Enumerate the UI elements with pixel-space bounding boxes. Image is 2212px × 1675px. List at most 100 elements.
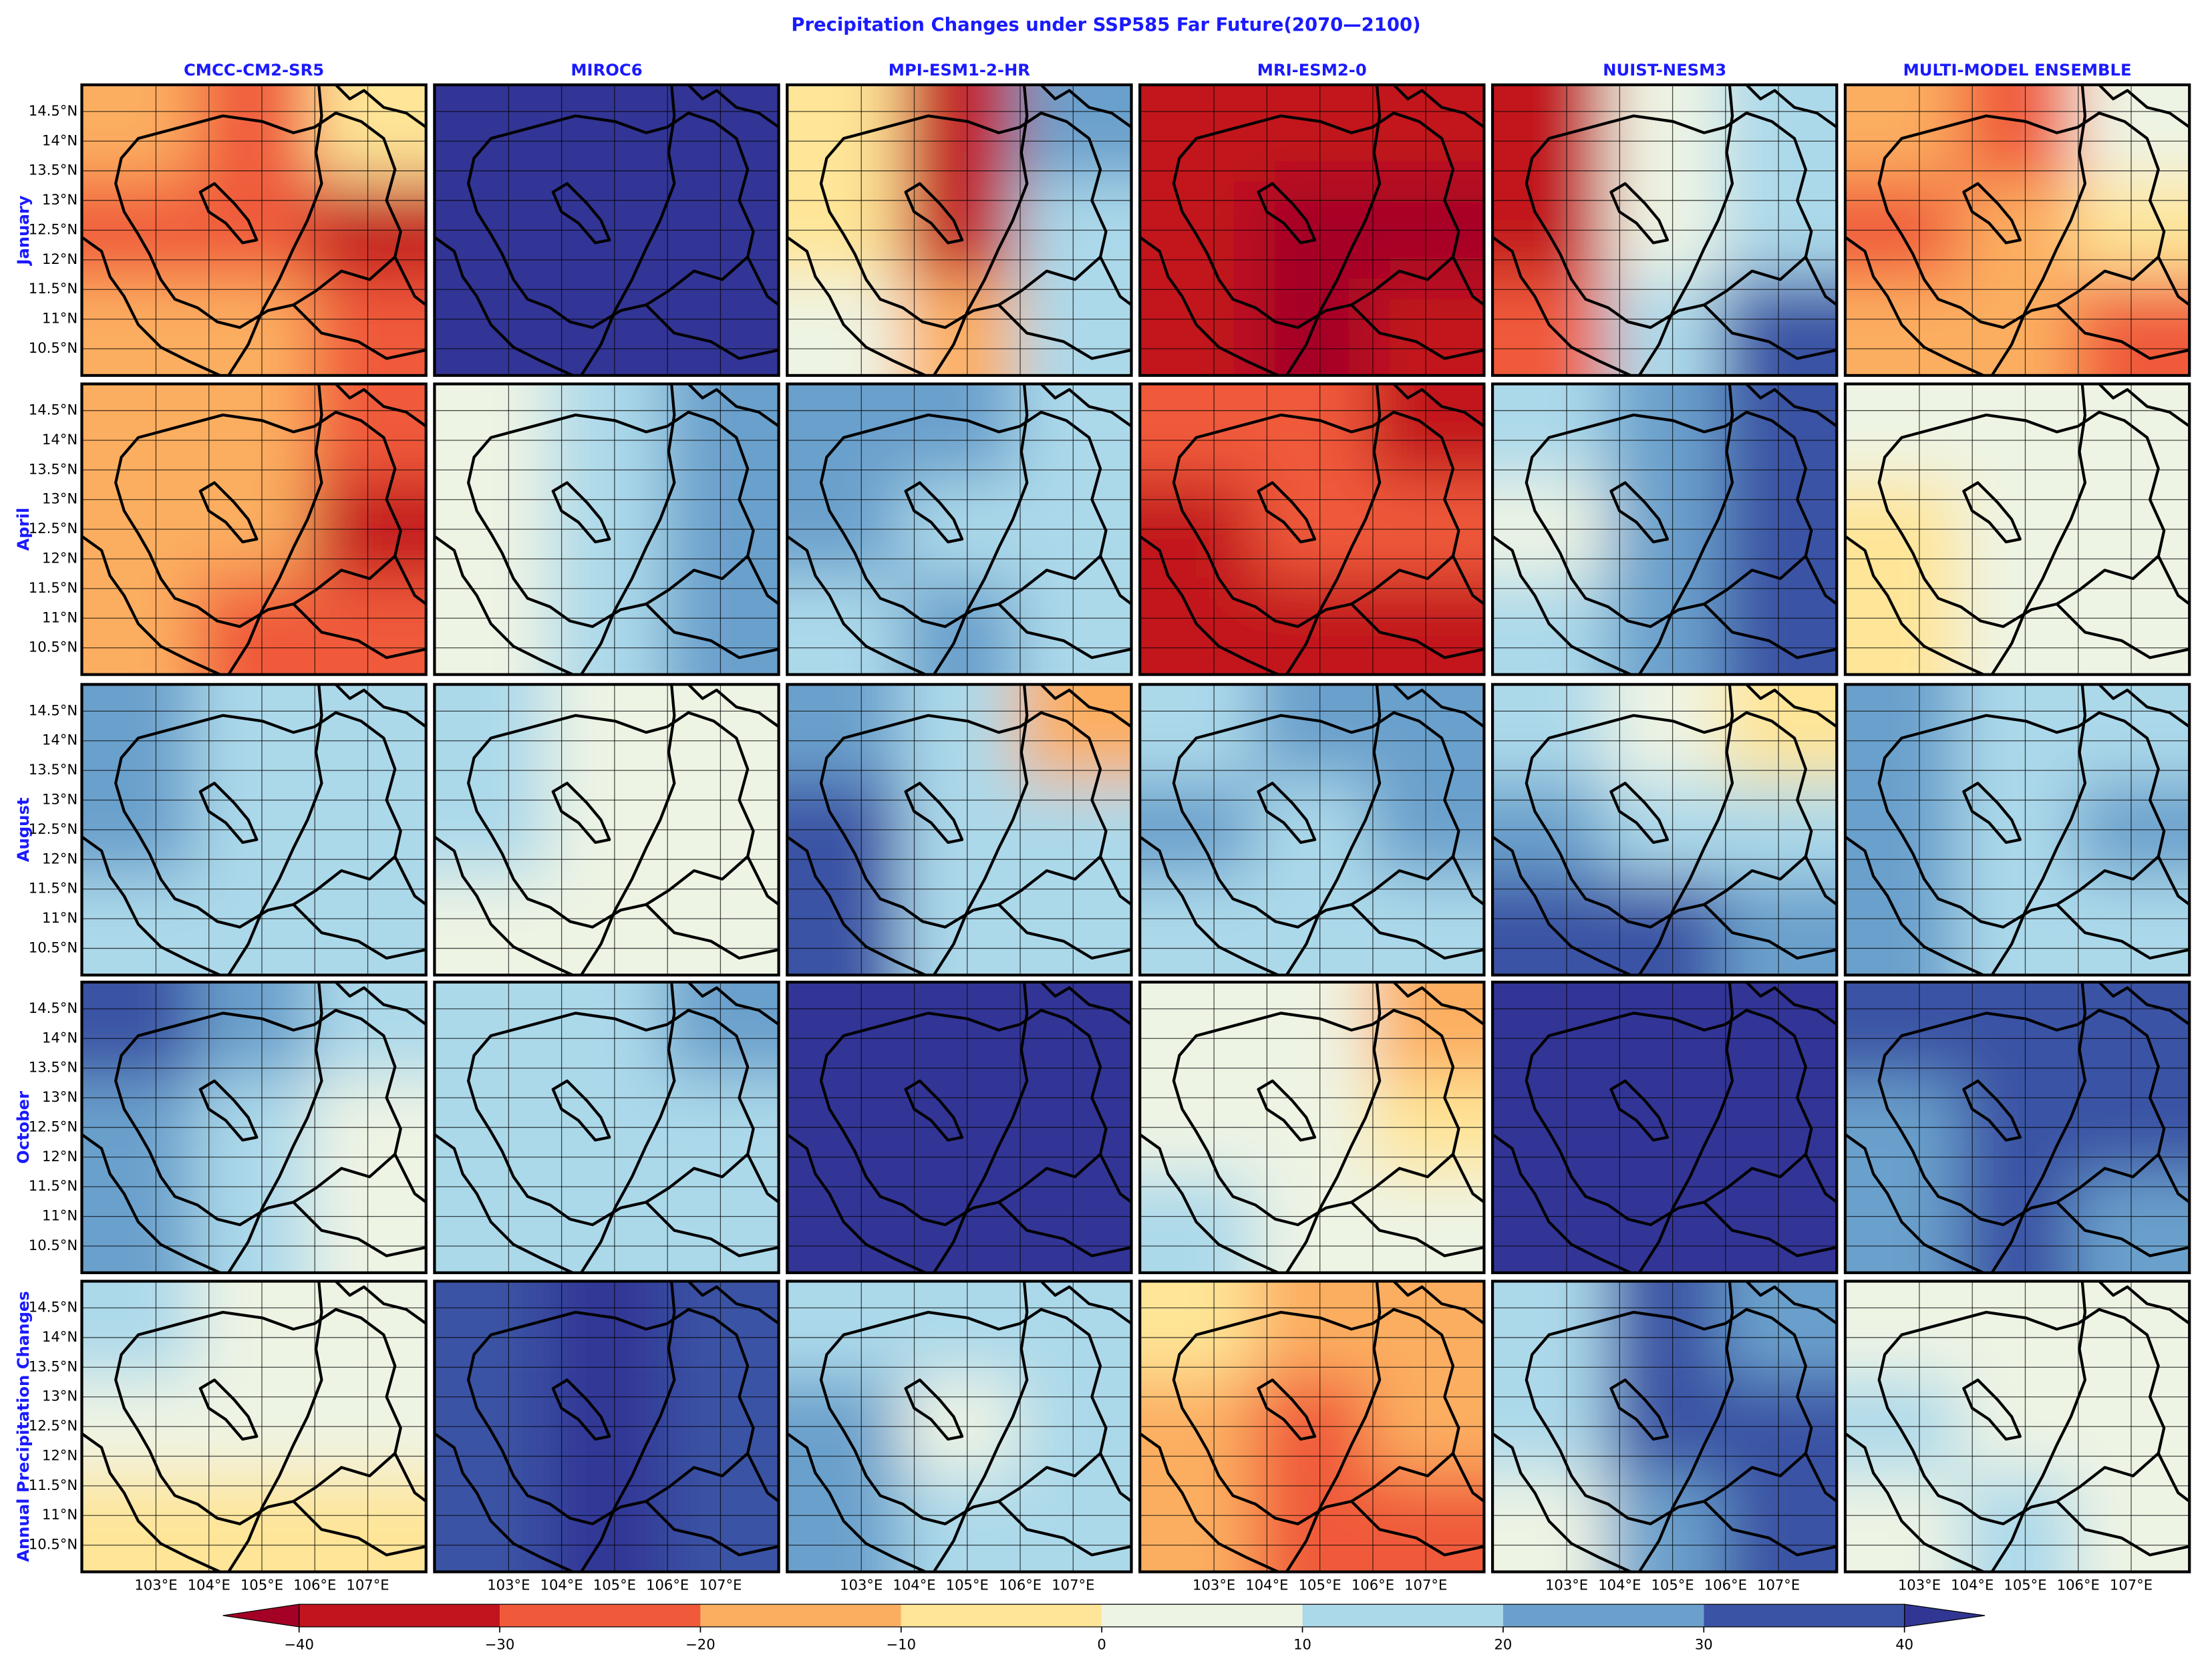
map-panel xyxy=(787,384,1132,675)
x-tick-label: 104°E xyxy=(540,1577,583,1593)
field-cell xyxy=(787,981,903,1079)
figure-title: Precipitation Changes under SSP585 Far F… xyxy=(791,15,1420,35)
field-cell xyxy=(1016,981,1132,1079)
map-panel xyxy=(434,1281,779,1572)
y-tick-label: 13.5°N xyxy=(29,761,77,778)
field-cell xyxy=(1492,1281,1607,1378)
map-panel xyxy=(1140,384,1484,675)
field-cell xyxy=(663,981,779,1079)
field-cell xyxy=(1369,577,1484,675)
column-title: MRI-ESM2-0 xyxy=(1257,60,1367,80)
row-label: October xyxy=(13,1091,33,1164)
x-tick-label: 103°E xyxy=(1193,1577,1235,1593)
field-cell xyxy=(1369,878,1484,975)
y-tick-label: 13.5°N xyxy=(29,162,77,178)
field-cell xyxy=(311,384,426,481)
field-cell xyxy=(902,278,1017,375)
field-cell xyxy=(663,577,779,675)
panel-frame xyxy=(1138,980,1486,1275)
field-cell xyxy=(1959,878,2075,975)
y-tick-label: 11.5°N xyxy=(29,1177,77,1194)
colorbar-tick-label: −10 xyxy=(887,1636,917,1652)
field-cell xyxy=(902,577,1017,675)
field-cell xyxy=(1492,384,1607,481)
field xyxy=(82,684,426,975)
map-panel xyxy=(1845,384,2190,675)
x-tick-label: 106°E xyxy=(999,1577,1042,1593)
x-tick-label: 106°E xyxy=(646,1577,689,1593)
map-panel xyxy=(82,84,426,375)
colorbar-box xyxy=(1102,1604,1303,1627)
field-cell xyxy=(663,684,779,782)
x-tick-label: 104°E xyxy=(1951,1577,1994,1593)
field-cell xyxy=(663,278,779,375)
y-tick-label: 12°N xyxy=(42,251,77,267)
field-cell xyxy=(549,84,664,182)
colorbar-tick-label: −40 xyxy=(284,1636,314,1652)
field xyxy=(434,684,779,975)
y-tick-label: 14.5°N xyxy=(29,1299,77,1316)
field-cell xyxy=(311,1281,426,1378)
x-tick-label: 107°E xyxy=(1404,1577,1447,1593)
field-cell xyxy=(2074,1175,2190,1273)
field-cell xyxy=(311,878,426,975)
row-label: Annual Precipitation Changes xyxy=(13,1291,33,1562)
panel-frame xyxy=(1843,683,2191,977)
field-cell xyxy=(311,1175,426,1273)
y-tick-label: 13°N xyxy=(42,790,77,807)
column-title: NUIST-NESM3 xyxy=(1603,60,1726,80)
panel-frame xyxy=(786,1279,1133,1573)
x-tick-label: 105°E xyxy=(2004,1577,2046,1593)
field-cell xyxy=(1369,84,1484,182)
column-title: MIROC6 xyxy=(571,60,642,80)
field-cell xyxy=(1016,684,1132,782)
panel-frame xyxy=(1843,980,2191,1275)
field-cell xyxy=(1254,577,1370,675)
field-cell xyxy=(1369,278,1484,375)
field xyxy=(1140,1281,1484,1572)
row-label: April xyxy=(13,508,33,551)
panel-frame xyxy=(1138,382,1486,676)
panel-frame xyxy=(433,1279,780,1573)
field-cell xyxy=(663,384,779,481)
panel-frame xyxy=(433,980,780,1275)
field-cell xyxy=(1140,981,1255,1079)
y-tick-label: 12.5°N xyxy=(29,1417,77,1434)
field xyxy=(1492,684,1837,975)
map-panel xyxy=(1140,1281,1484,1572)
field-cell xyxy=(549,577,664,675)
x-tick-label: 104°E xyxy=(1598,1577,1641,1593)
column-title: CMCC-CM2-SR5 xyxy=(184,60,324,80)
map-panel xyxy=(82,981,426,1273)
field xyxy=(787,1281,1132,1572)
panel-frame xyxy=(80,83,428,377)
panel-frame xyxy=(80,1279,428,1573)
panel-frame xyxy=(1490,980,1839,1275)
y-tick-label: 14°N xyxy=(42,1029,77,1046)
map-panel xyxy=(787,684,1132,975)
x-tick-label: 103°E xyxy=(1898,1577,1941,1593)
field-cell xyxy=(434,981,550,1079)
field-cell xyxy=(82,84,197,182)
column-title: MPI-ESM1-2-HR xyxy=(889,60,1030,80)
field-cell xyxy=(663,84,779,182)
y-tick-label: 14°N xyxy=(42,1328,77,1345)
map-panel xyxy=(1492,84,1837,375)
field-cell xyxy=(1722,1475,1837,1572)
field xyxy=(1140,981,1484,1273)
field-cell xyxy=(1845,1281,1960,1378)
y-tick-label: 13°N xyxy=(42,191,77,208)
colorbar-extend-high xyxy=(1904,1604,1986,1628)
y-tick-label: 10.5°N xyxy=(29,339,77,356)
field-cell xyxy=(311,278,426,375)
field-cell xyxy=(1140,684,1255,782)
y-tick-label: 11°N xyxy=(42,310,77,327)
panel-frame xyxy=(433,683,780,977)
x-tick-label: 107°E xyxy=(2110,1577,2153,1593)
y-tick-label: 10.5°N xyxy=(29,1237,77,1253)
y-tick-label: 12.5°N xyxy=(29,520,77,537)
field-cell xyxy=(1959,1475,2075,1572)
field-cell xyxy=(2074,878,2190,975)
